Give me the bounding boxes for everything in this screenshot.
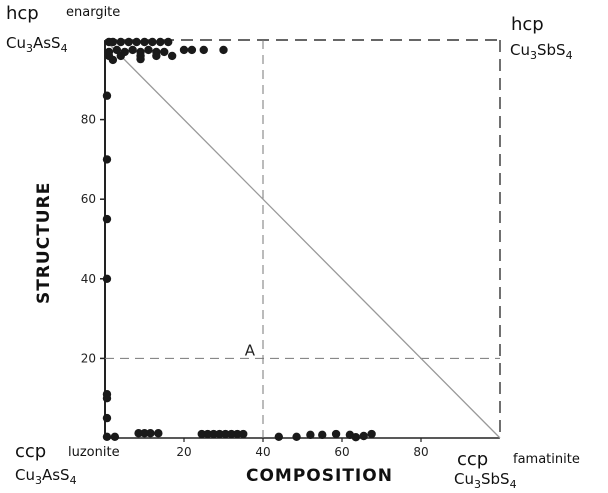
data-point [331,429,341,439]
data-point [367,429,376,439]
data-point [148,37,157,47]
data-point [164,37,173,47]
bottom-right-formula: Cu3SbS4 [454,470,517,491]
data-point [221,429,230,439]
data-point [102,91,112,100]
data-point [292,432,301,442]
data-point [144,45,153,55]
data-point [116,51,126,61]
y-tick-label: 80 [81,113,96,127]
data-point [167,51,177,61]
data-point [152,51,161,61]
data-points [102,37,376,442]
data-point [179,45,189,55]
data-point [227,429,236,439]
data-point [140,429,149,438]
data-point [351,433,361,442]
data-point [128,45,137,55]
data-point [306,430,315,440]
data-point [318,430,327,440]
data-point [140,37,149,47]
data-point [124,37,133,47]
data-point [219,45,228,55]
x-tick-label: 40 [255,445,270,459]
data-point [209,429,218,439]
data-point [359,431,368,441]
data-point [102,274,112,283]
tie-line [104,39,501,439]
data-point [199,45,208,55]
axis-ticks [100,118,422,442]
data-point [160,47,169,57]
data-point [116,37,126,47]
top-right-formula: Cu3SbS4 [510,41,573,62]
tick-labels: 20 40 60 80 20 40 60 80 A [81,113,429,459]
data-point [136,54,145,64]
data-point [187,45,197,55]
y-axis-title: STRUCTURE [34,181,54,304]
top-left-mineral-label: enargite [66,5,121,20]
annotation-label: A [245,341,256,359]
bottom-right-mineral-label: famatinite [513,452,580,467]
data-point [110,432,120,442]
y-tick-label: 40 [81,272,96,286]
data-point [203,429,212,439]
bottom-left-mineral-label: luzonite [68,445,120,460]
data-point [233,429,242,439]
y-tick-label: 20 [81,351,96,365]
top-left-formula: Cu3AsS4 [6,34,68,55]
top-right-structure-label: hcp [511,14,544,35]
data-point [132,37,141,47]
data-point [156,37,165,47]
data-point [112,45,122,55]
tie-line-group [104,39,501,439]
data-point [102,394,112,403]
top-left-structure-label: hcp [6,3,39,24]
data-point [215,429,224,439]
data-point [102,413,112,423]
x-tick-label: 60 [334,445,349,459]
x-tick-label: 80 [413,445,428,459]
bottom-left-formula: Cu3AsS4 [15,466,77,487]
y-tick-label: 60 [81,192,96,206]
bottom-left-structure-label: ccp [15,441,47,462]
x-tick-label: 20 [176,445,191,459]
data-point [102,214,112,224]
data-point [108,37,118,47]
data-point [154,429,163,438]
bottom-right-structure-label: ccp [457,449,489,470]
data-point [134,429,143,438]
x-axis-title: COMPOSITION [246,466,393,486]
data-point [102,155,112,164]
data-point [102,432,112,442]
data-point [274,432,283,442]
data-point [197,429,206,439]
data-point [239,429,248,439]
data-point [146,429,155,438]
data-point [108,55,118,65]
